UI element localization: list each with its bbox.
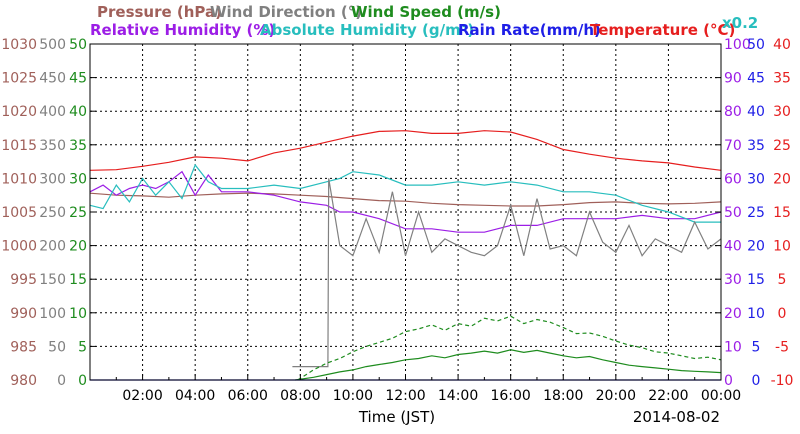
y-tick-label: 995 [10, 272, 37, 288]
y-tick-label: 250 [39, 205, 66, 221]
y-tick-label: 30 [747, 171, 765, 187]
y-tick-label: 90 [724, 71, 742, 87]
y-tick-label: 1030 [1, 37, 37, 53]
y-tick-label: 990 [10, 306, 37, 322]
y-tick-label: 10 [747, 306, 765, 322]
date-label: 2014-08-02 [633, 408, 720, 426]
legend-temperature: Temperature (°C) [590, 21, 735, 39]
y-tick-label: 10 [69, 306, 87, 322]
x-tick-label: 10:00 [333, 388, 373, 404]
y-tick-label: 0 [57, 373, 66, 389]
y-tick-label: 45 [747, 71, 765, 87]
y-tick-label: 50 [48, 339, 66, 355]
x-tick-label: 20:00 [596, 388, 636, 404]
x-tick-label: 22:00 [648, 388, 688, 404]
y-tick-label: 30 [773, 104, 791, 120]
y-tick-label: 80 [724, 104, 742, 120]
series-line [295, 349, 722, 381]
x-tick-label: 14:00 [438, 388, 478, 404]
y-tick-label: 100 [39, 306, 66, 322]
y-tick-label: 20 [747, 239, 765, 255]
legend: Pressure (hPa) Wind Direction (°) Wind S… [90, 3, 758, 39]
y-tick-label: 20 [724, 306, 742, 322]
y-tick-label: 0 [778, 306, 787, 322]
y-tick-label: 15 [773, 205, 791, 221]
x-tick-label: 04:00 [175, 388, 215, 404]
y-tick-label: 40 [69, 104, 87, 120]
y-tick-label: 1010 [1, 171, 37, 187]
y-tick-label: 1000 [1, 239, 37, 255]
legend-wind-speed: Wind Speed (m/s) [351, 3, 501, 21]
y-tick-label: 5 [752, 339, 761, 355]
y-tick-label: 10 [724, 339, 742, 355]
legend-rain-rate: Rain Rate(mm/h) [458, 21, 601, 39]
y-tick-label: 10 [773, 239, 791, 255]
x-tick-label: 06:00 [228, 388, 268, 404]
legend-relative-humidity: Relative Humidity (%) [90, 21, 275, 39]
x-tick-label: 18:00 [543, 388, 583, 404]
y-tick-label: 30 [69, 171, 87, 187]
y-tick-label: 35 [773, 71, 791, 87]
y-tick-label: 45 [69, 71, 87, 87]
y-tick-label: 15 [747, 272, 765, 288]
legend-wind-direction: Wind Direction (°) [210, 3, 362, 21]
y-tick-label: 985 [10, 339, 37, 355]
y-tick-label: 350 [39, 138, 66, 154]
y-tick-label: 20 [773, 171, 791, 187]
x-tick-label: 02:00 [122, 388, 162, 404]
y-tick-label: 60 [724, 171, 742, 187]
x-tick-label: 00:00 [701, 388, 741, 404]
series-line [89, 130, 722, 171]
y-tick-label: 500 [39, 37, 66, 53]
y-tick-label: 1015 [1, 138, 37, 154]
y-tick-label: 50 [747, 37, 765, 53]
plot-area [89, 130, 722, 381]
legend-scale-note: x0.2 [722, 14, 758, 32]
y-tick-label: 40 [724, 239, 742, 255]
y-tick-label: 400 [39, 104, 66, 120]
series-line [297, 315, 722, 381]
y-tick-label: 25 [747, 205, 765, 221]
y-tick-label: -10 [771, 373, 794, 389]
series-line [292, 178, 722, 368]
y-tick-label: 70 [724, 138, 742, 154]
legend-absolute-humidity: Absolute Humidity (g/m³) [260, 21, 474, 39]
y-tick-label: 1025 [1, 71, 37, 87]
y-tick-label: 30 [724, 272, 742, 288]
y-tick-label: 50 [69, 37, 87, 53]
y-tick-label: 35 [747, 138, 765, 154]
y-tick-label: 0 [724, 373, 733, 389]
x-tick-label: 08:00 [280, 388, 320, 404]
y-tick-label: 0 [752, 373, 761, 389]
y-tick-label: 25 [773, 138, 791, 154]
y-tick-label: 25 [69, 205, 87, 221]
y-tick-label: 35 [69, 138, 87, 154]
y-tick-label: 100 [724, 37, 751, 53]
y-tick-label: 40 [773, 37, 791, 53]
y-tick-label: 200 [39, 239, 66, 255]
grid [90, 44, 721, 380]
y-tick-label: 5 [778, 272, 787, 288]
y-tick-label: 1020 [1, 104, 37, 120]
y-tick-label: 450 [39, 71, 66, 87]
y-tick-label: 1005 [1, 205, 37, 221]
y-tick-label: -5 [775, 339, 789, 355]
y-tick-label: 150 [39, 272, 66, 288]
series-line [89, 163, 721, 223]
legend-pressure: Pressure (hPa) [97, 3, 222, 21]
axes: 9809859909951000100510101015102010251030… [1, 37, 793, 404]
y-tick-label: 0 [78, 373, 87, 389]
x-tick-label: 16:00 [490, 388, 530, 404]
y-tick-label: 980 [10, 373, 37, 389]
x-axis-title: Time (JST) [358, 408, 435, 426]
y-tick-label: 5 [78, 339, 87, 355]
x-tick-label: 12:00 [385, 388, 425, 404]
y-tick-label: 300 [39, 171, 66, 187]
y-tick-label: 20 [69, 239, 87, 255]
y-tick-label: 15 [69, 272, 87, 288]
y-tick-label: 40 [747, 104, 765, 120]
y-tick-label: 50 [724, 205, 742, 221]
